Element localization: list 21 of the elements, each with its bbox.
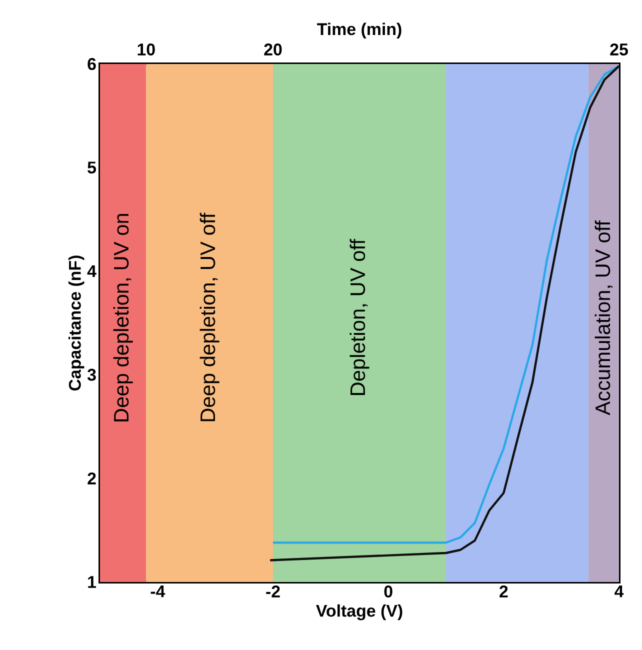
annotation: 10: [138, 43, 155, 56]
x-tick-label: 2: [500, 586, 508, 598]
annotation: 20: [264, 43, 282, 56]
band-label: Accumulation, UV off: [594, 220, 613, 416]
y-tick-label: 2: [88, 472, 96, 484]
x-tick-label: -2: [266, 586, 280, 598]
y-tick-label: 3: [87, 368, 96, 381]
y-tick-label: 5: [88, 162, 96, 174]
band-label: Deep depletion, UV on: [113, 214, 133, 422]
y-tick-label: 6: [88, 58, 96, 70]
y-axis-title: Capacitance (nF): [68, 256, 84, 391]
band-label: Depletion, UV off: [350, 238, 370, 395]
x-tick-label: 4: [614, 586, 624, 598]
x-tick-label: -4: [150, 586, 166, 598]
annotation: 25: [610, 43, 628, 56]
y-tick-label: 1: [88, 576, 96, 588]
y-tick-label: 4: [87, 265, 96, 278]
text: Time (min): [317, 22, 402, 38]
band-label: Deep depletion, UV off: [200, 212, 220, 422]
x-tick-label: 0: [384, 586, 392, 598]
x-axis-title: Voltage (V): [316, 604, 402, 620]
